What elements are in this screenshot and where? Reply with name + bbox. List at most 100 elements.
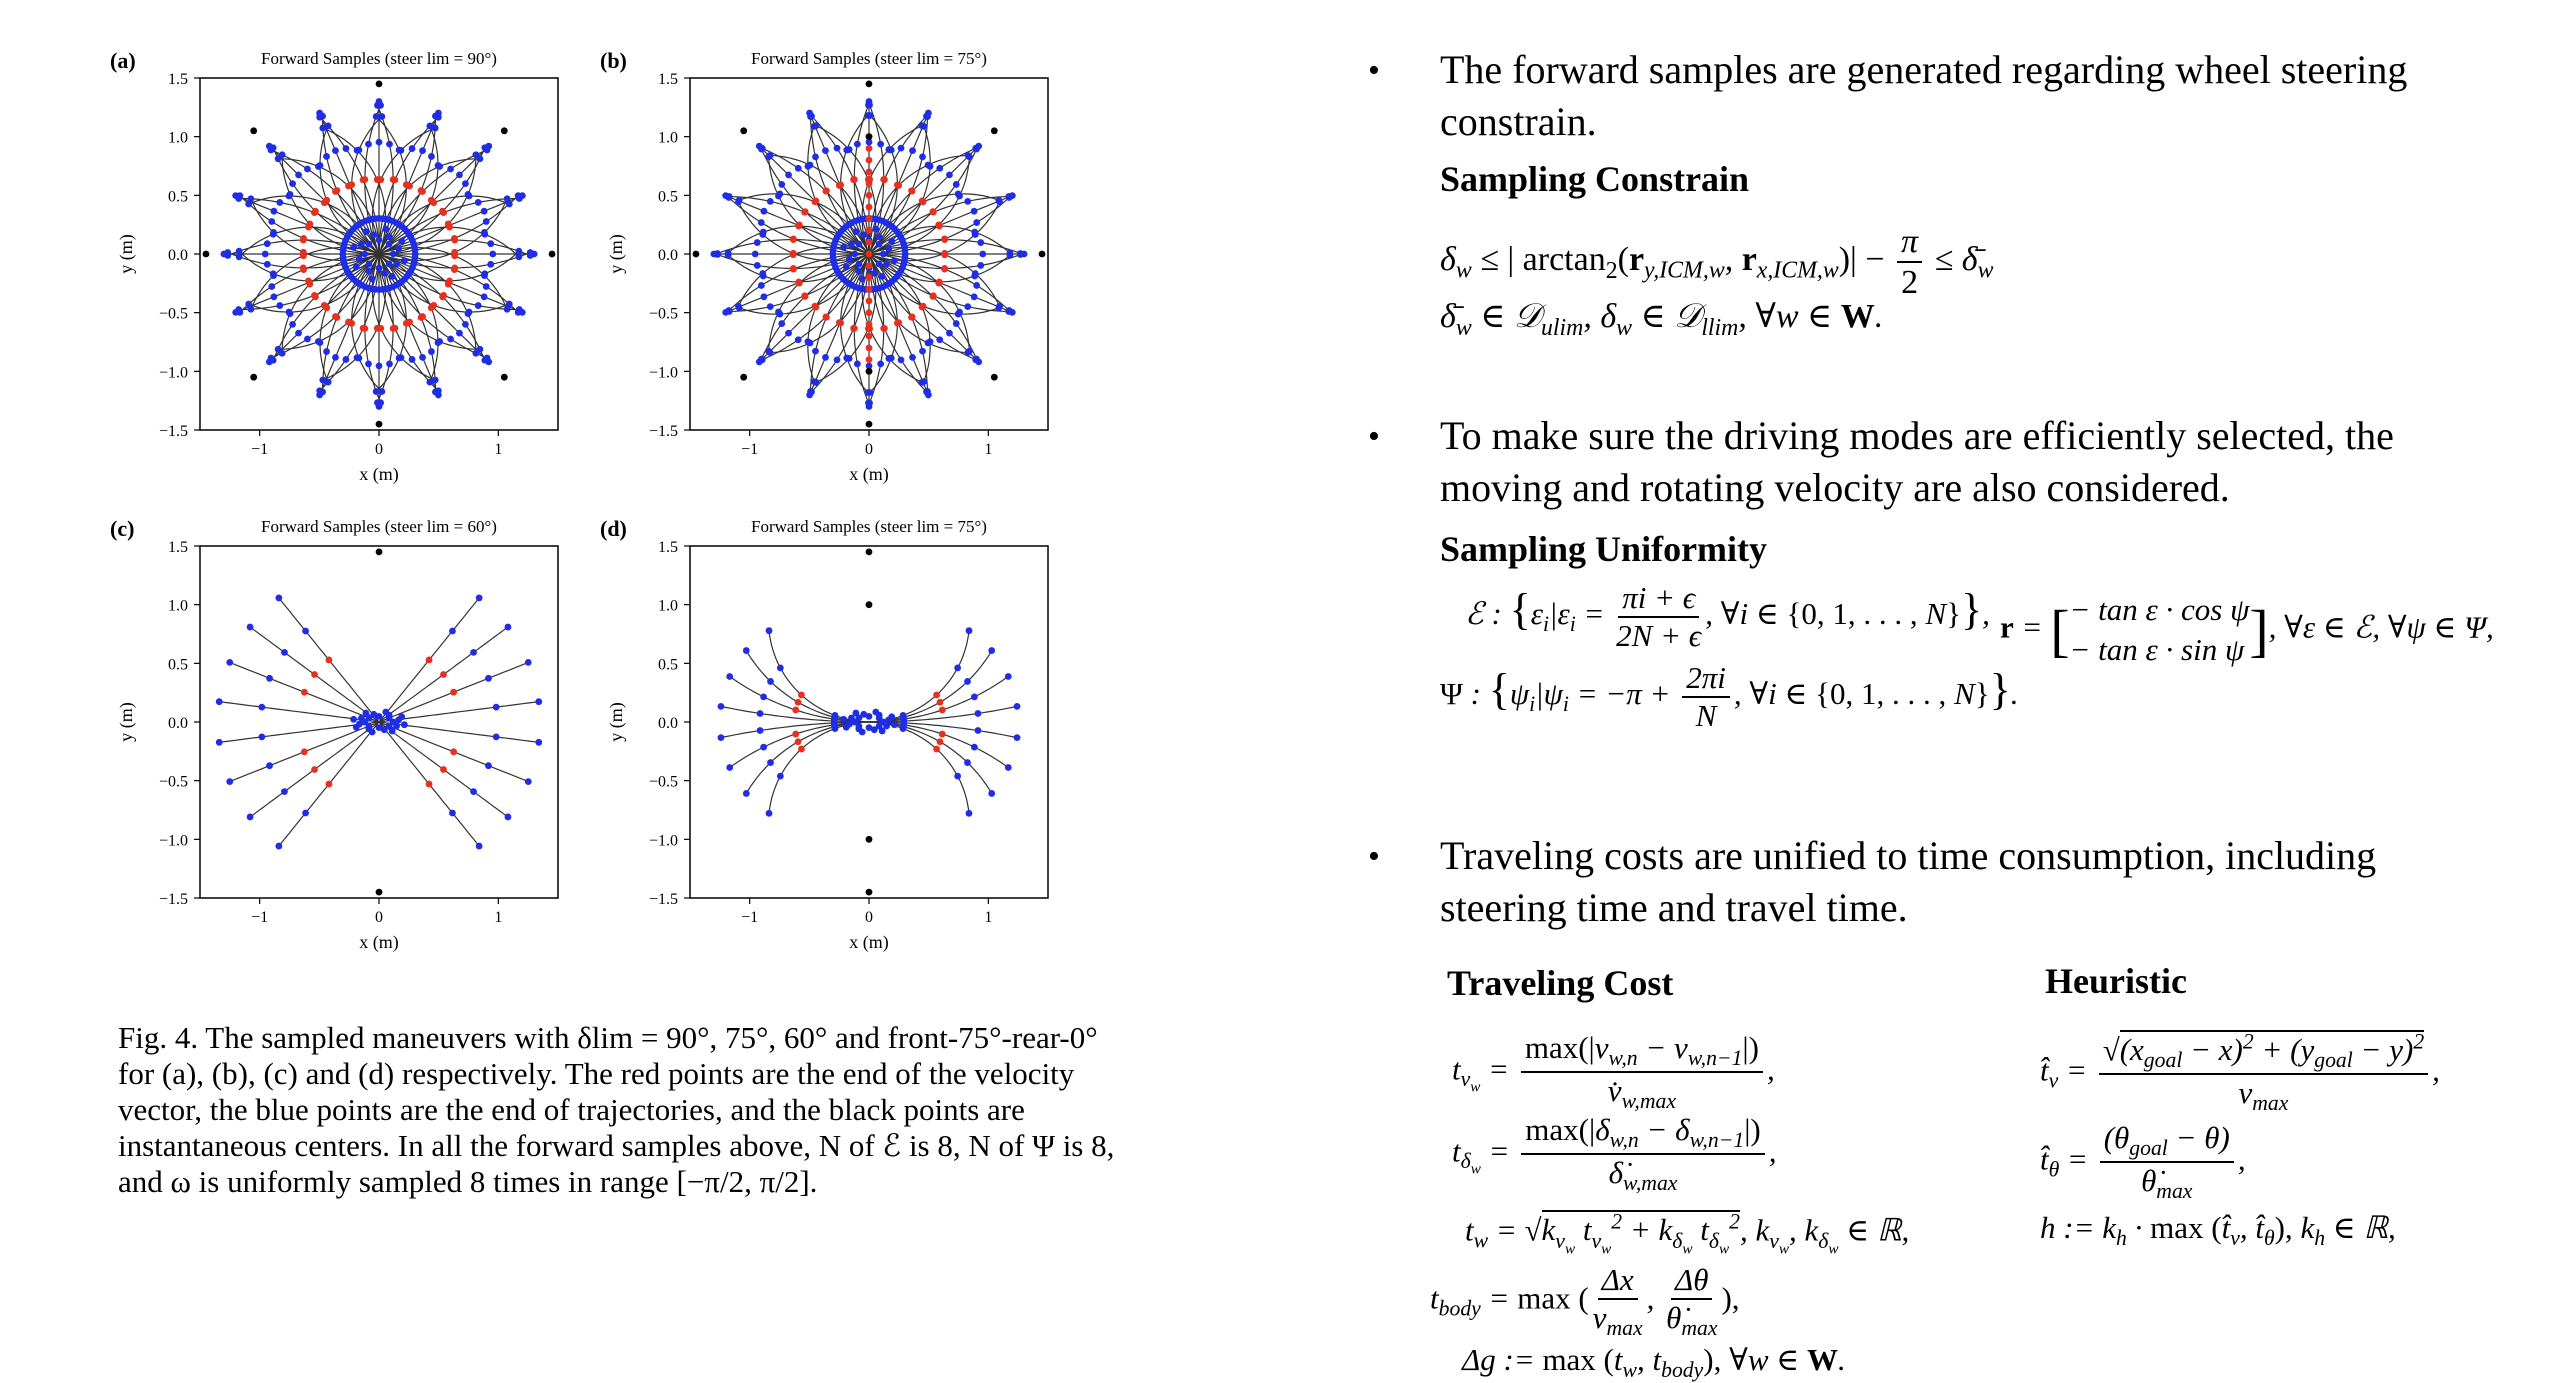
trajectory-end-point (833, 356, 841, 364)
trajectory-end-point (267, 354, 275, 362)
equation-t-hat-v: t̂v = √(xgoal − x)2 + (ygoal − y)2 vmax, (2040, 1030, 2440, 1116)
trajectory-end-point (235, 247, 243, 255)
trajectory-end-point (758, 145, 765, 153)
trajectory-end-point (972, 144, 980, 152)
velocity-end-point (361, 176, 369, 183)
velocity-end-point (299, 248, 307, 256)
trajectory-end-point (289, 320, 296, 328)
trajectory-end-point (375, 138, 383, 146)
velocity-end-point (325, 656, 333, 664)
trajectory-end-point (428, 153, 435, 160)
velocity-end-point (325, 780, 333, 788)
trajectory-end-point (246, 623, 254, 631)
plot-title: Forward Samples (steer lim = 75°) (751, 517, 987, 536)
velocity-end-point (865, 145, 873, 152)
trajectory-end-point (964, 151, 972, 159)
instantaneous-center-point (865, 548, 873, 556)
y-tick-label: 0.5 (168, 656, 188, 673)
trajectory-end-point (535, 738, 543, 746)
y-axis-label: y (m) (116, 702, 137, 742)
velocity-end-point (908, 187, 916, 195)
trajectory-end-point (352, 723, 360, 731)
velocity-end-point (865, 356, 873, 363)
trajectory-end-point (289, 180, 296, 188)
trajectory-end-point (302, 627, 309, 635)
y-tick-label: 0.0 (658, 715, 678, 732)
trajectory-end-point (766, 303, 774, 311)
velocity-end-point (311, 766, 318, 773)
trajectory-end-point (785, 171, 792, 179)
trajectory-end-point (370, 231, 378, 239)
trajectory-end-point (515, 253, 523, 261)
equation-delta-g: Δg := max (tw, tbody), ∀w ∈ W. (1462, 1342, 1846, 1383)
velocity-end-point (311, 291, 318, 299)
trajectory-end-point (870, 726, 878, 734)
trajectory-end-point (735, 198, 742, 206)
velocity-end-point (865, 309, 873, 317)
trajectory-end-point (877, 140, 885, 148)
x-tick-label: −1 (251, 441, 268, 458)
trajectory-end-point (776, 310, 784, 318)
trajectory-end-point (759, 272, 767, 280)
trajectory-end-point (278, 151, 286, 159)
trajectory-end-point (224, 249, 232, 256)
trajectory-end-point (964, 303, 972, 311)
instantaneous-center-point (500, 373, 508, 381)
trajectory-end-point (890, 721, 898, 729)
trajectory-end-point (456, 329, 463, 337)
trajectory-end-point (879, 250, 887, 258)
instantaneous-center-point (740, 373, 748, 381)
trajectory-end-point (350, 715, 358, 723)
bullet-dot: • (1368, 418, 1380, 455)
trajectory-end-point (518, 308, 526, 316)
y-tick-label: −1.0 (649, 832, 678, 849)
trajectory-end-point (970, 693, 978, 701)
trajectory-end-point (247, 305, 255, 313)
trajectory-end-point (276, 302, 284, 309)
velocity-end-point (300, 748, 308, 756)
trajectory-end-point (865, 362, 873, 370)
trajectory-end-point (855, 267, 863, 275)
y-tick-label: 1.0 (658, 130, 678, 147)
trajectory-end-point (765, 153, 773, 161)
trajectory-end-point (909, 353, 916, 361)
trajectory-end-point (900, 257, 908, 265)
trajectory-end-point (885, 146, 893, 153)
y-tick-label: 1.0 (168, 130, 188, 147)
trajectory-end-point (765, 627, 773, 635)
equation-psi-set: Ψ : {ψi|ψi = −π + 2πi N, ∀i ∈ {0, 1, . . … (1440, 660, 2019, 733)
instantaneous-center-point (990, 127, 998, 135)
velocity-end-point (837, 181, 845, 189)
instantaneous-center-point (740, 127, 748, 135)
trajectory-end-point (258, 733, 266, 741)
trajectory-end-point (447, 165, 454, 173)
trajectory-end-point (924, 161, 932, 169)
bullet-1: The forward samples are generated regard… (1440, 47, 2408, 144)
velocity-end-point (933, 691, 940, 699)
instantaneous-center-point (865, 835, 873, 843)
trajectory-end-point (353, 354, 361, 362)
trajectory-end-point (807, 113, 814, 120)
trajectory-end-point (524, 659, 532, 666)
trajectory-end-point (776, 772, 784, 780)
trajectory-end-point (870, 269, 878, 277)
velocity-end-point (389, 325, 397, 332)
instantaneous-center-point (865, 133, 873, 141)
y-tick-label: 1.5 (658, 539, 678, 556)
trajectory-end-point (503, 305, 511, 313)
velocity-end-point (929, 293, 937, 300)
trajectory-end-point (431, 124, 439, 132)
trajectory-end-point (226, 659, 234, 666)
trajectory-end-point (352, 263, 360, 271)
x-tick-label: 1 (984, 441, 992, 458)
trajectory-end-point (385, 233, 393, 241)
trajectory-end-point (332, 147, 339, 155)
y-tick-label: −1.5 (159, 891, 188, 908)
velocity-end-point (865, 285, 873, 293)
trajectory-end-point (365, 240, 373, 248)
trajectory-curve (745, 721, 870, 794)
trajectory-end-point (778, 181, 786, 188)
velocity-end-point (439, 293, 446, 301)
instantaneous-center-point (375, 80, 383, 88)
trajectory-end-point (973, 219, 981, 226)
